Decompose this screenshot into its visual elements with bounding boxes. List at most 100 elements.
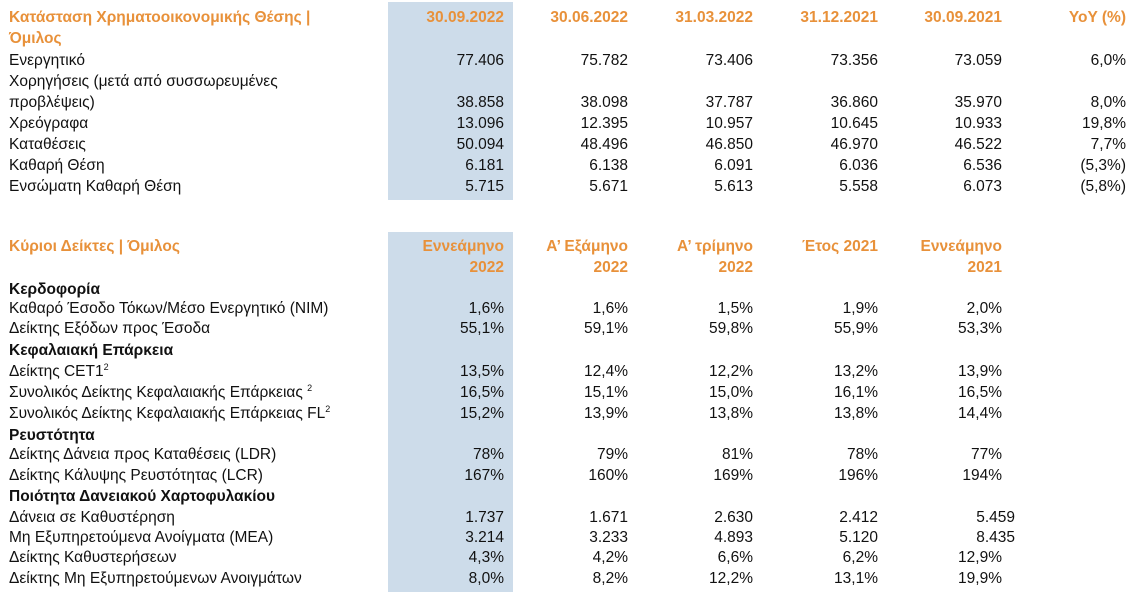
cell: 77.406 [456, 52, 504, 69]
cell: 7,7% [1090, 136, 1126, 153]
cell: 35.970 [954, 94, 1002, 111]
table-row: Καθαρή Θέση 6.181 6.138 6.091 6.036 6.53… [0, 155, 1134, 176]
cell: 4.893 [714, 529, 753, 546]
section-profitability: Κερδοφορία [9, 281, 100, 298]
cell: 73.356 [830, 52, 878, 69]
cell: 1.737 [465, 509, 504, 526]
table-row: Δείκτης Εξόδων προς Έσοδα 55,1% 59,1% 59… [0, 318, 1134, 339]
cell: 6,0% [1090, 52, 1126, 69]
cell: 1,5% [717, 300, 753, 317]
section-capital: Κεφαλαιακή Επάρκεια [9, 342, 174, 359]
row-label-continued: προβλέψεις) [9, 94, 95, 111]
cell: 55,1% [460, 320, 504, 337]
cell: 46.522 [954, 136, 1002, 153]
table-row: Μη Εξυπηρετούμενα Ανοίγματα (ΜΕΑ) 3.214 … [0, 527, 1134, 548]
footnote-marker: 2 [103, 362, 109, 372]
cell: 6,2% [842, 549, 878, 566]
cell: 6.536 [963, 157, 1002, 174]
row-label: Καταθέσεις [9, 136, 86, 153]
cell: 12,4% [584, 363, 628, 380]
cell: 5.459 [976, 509, 1015, 526]
cell: 46.850 [705, 136, 753, 153]
cell: 10.957 [705, 115, 753, 132]
col-header: 2022 [718, 259, 753, 276]
row-label: Δείκτης Κάλυψης Ρευστότητας (LCR) [9, 467, 263, 484]
table-row: Ενεργητικό 77.406 75.782 73.406 73.356 7… [0, 50, 1134, 71]
cell: 2.630 [714, 509, 753, 526]
highlight-column-top [388, 2, 513, 200]
cell: 8,2% [592, 570, 628, 587]
section-loan-quality: Ποιότητα Δανειακού Χαρτοφυλακίου [9, 488, 276, 505]
cell: 8.435 [976, 529, 1015, 546]
cell: 4,3% [468, 549, 504, 566]
cell: 1,9% [842, 300, 878, 317]
cell: 38.858 [456, 94, 504, 111]
cell: 48.496 [580, 136, 628, 153]
cell: 6.181 [465, 157, 504, 174]
row-label: Καθαρή Θέση [9, 157, 105, 174]
col-header: 2022 [593, 259, 628, 276]
cell: 79% [596, 446, 628, 463]
cell: 2,0% [966, 300, 1002, 317]
cell: 77% [970, 446, 1002, 463]
cell: 78% [472, 446, 504, 463]
cell: 12,2% [709, 570, 753, 587]
table-row: Χορηγήσεις (μετά από συσσωρευμένες [0, 71, 1134, 92]
row-label: Δείκτης Μη Εξυπηρετούμενων Ανοιγμάτων [9, 570, 302, 587]
row-label: Χορηγήσεις (μετά από συσσωρευμένες [9, 73, 278, 90]
col-header: 30.09.2022 [426, 9, 504, 26]
table-row: Καταθέσεις 50.094 48.496 46.850 46.970 4… [0, 134, 1134, 155]
table-row: Δείκτης Μη Εξυπηρετούμενων Ανοιγμάτων 8,… [0, 568, 1134, 589]
table2-title: Κύριοι Δείκτες | Όμιλος [9, 238, 180, 255]
cell: 194% [962, 467, 1002, 484]
cell: 12.395 [580, 115, 628, 132]
cell: 73.406 [705, 52, 753, 69]
col-header: Εννεάμηνο [920, 238, 1002, 255]
col-header: 2021 [967, 259, 1002, 276]
row-label: Ενσώματη Καθαρή Θέση [9, 178, 182, 195]
col-header: YoY (%) [1068, 9, 1126, 26]
table-row: Δείκτης CET12 13,5% 12,4% 12,2% 13,2% 13… [0, 361, 1134, 382]
section-heading: Ποιότητα Δανειακού Χαρτοφυλακίου [0, 486, 1134, 507]
row-label: Ενεργητικό [9, 52, 85, 69]
cell: 13,9% [958, 363, 1002, 380]
cell: 15,0% [709, 384, 753, 401]
cell: 6.138 [589, 157, 628, 174]
table-row: Δείκτης Καθυστερήσεων 4,3% 4,2% 6,6% 6,2… [0, 547, 1134, 568]
table1-title-line2: Όμιλος [9, 30, 62, 47]
cell: 13,2% [834, 363, 878, 380]
cell: 55,9% [834, 320, 878, 337]
row-label: Χρεόγραφα [9, 115, 89, 132]
section-heading: Κεφαλαιακή Επάρκεια [0, 340, 1134, 361]
cell: 196% [838, 467, 878, 484]
table-row: Δείκτης Κάλυψης Ρευστότητας (LCR) 167% 1… [0, 465, 1134, 486]
section-heading: Κερδοφορία [0, 279, 1134, 300]
table1-header-row: 30.09.2022 30.06.2022 31.03.2022 31.12.2… [0, 7, 1134, 28]
table-row: Ενσώματη Καθαρή Θέση 5.715 5.671 5.613 5… [0, 176, 1134, 197]
cell: 5.120 [839, 529, 878, 546]
cell: 169% [713, 467, 753, 484]
section-heading: Ρευστότητα [0, 425, 1134, 446]
cell: 1.671 [589, 509, 628, 526]
cell: 160% [588, 467, 628, 484]
cell: 5.613 [714, 178, 753, 195]
cell: 12,9% [958, 549, 1002, 566]
cell: 10.933 [954, 115, 1002, 132]
cell: 14,4% [958, 405, 1002, 422]
cell: 5.558 [839, 178, 878, 195]
highlight-column-bottom [388, 232, 513, 592]
cell: 6,6% [717, 549, 753, 566]
cell: 19,8% [1082, 115, 1126, 132]
cell: 13,9% [584, 405, 628, 422]
cell: 37.787 [705, 94, 753, 111]
col-header: Εννεάμηνο [422, 238, 504, 255]
row-label: Δείκτης Δάνεια προς Καταθέσεις (LDR) [9, 446, 277, 463]
table-row: Συνολικός Δείκτης Κεφαλαιακής Επάρκειας … [0, 403, 1134, 424]
cell: 46.970 [830, 136, 878, 153]
cell: 1,6% [468, 300, 504, 317]
col-header: 2022 [469, 259, 504, 276]
cell: 78% [846, 446, 878, 463]
section-liquidity: Ρευστότητα [9, 427, 95, 444]
cell: 81% [721, 446, 753, 463]
cell: 13,5% [460, 363, 504, 380]
